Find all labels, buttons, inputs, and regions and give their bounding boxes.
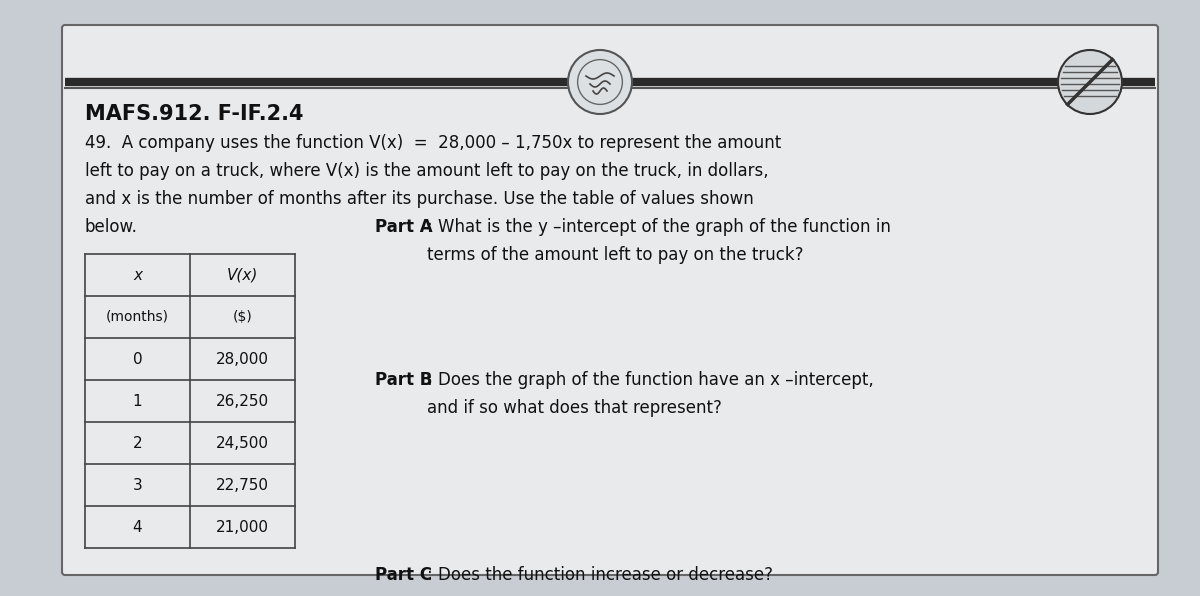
Text: 21,000: 21,000 bbox=[216, 520, 269, 535]
Text: 26,250: 26,250 bbox=[216, 393, 269, 408]
Text: 22,750: 22,750 bbox=[216, 477, 269, 492]
Text: MAFS.912. F-IF.2.4: MAFS.912. F-IF.2.4 bbox=[85, 104, 304, 124]
Text: 0: 0 bbox=[133, 352, 143, 367]
Text: Part A: Part A bbox=[374, 218, 433, 236]
Text: : What is the y –intercept of the graph of the function in: : What is the y –intercept of the graph … bbox=[427, 218, 890, 236]
Text: 49.  A company uses the function V(x)  =  28,000 – 1,750x to represent the amoun: 49. A company uses the function V(x) = 2… bbox=[85, 134, 781, 152]
FancyBboxPatch shape bbox=[62, 25, 1158, 575]
Text: below.: below. bbox=[85, 218, 138, 236]
Text: and if so what does that represent?: and if so what does that represent? bbox=[427, 399, 722, 417]
Text: 4: 4 bbox=[133, 520, 143, 535]
Text: : Does the graph of the function have an x –intercept,: : Does the graph of the function have an… bbox=[427, 371, 874, 389]
Text: V(x): V(x) bbox=[227, 268, 258, 283]
Text: 3: 3 bbox=[133, 477, 143, 492]
Text: 1: 1 bbox=[133, 393, 143, 408]
Circle shape bbox=[1058, 50, 1122, 114]
Text: : Does the function increase or decrease?: : Does the function increase or decrease… bbox=[427, 566, 773, 584]
Text: terms of the amount left to pay on the truck?: terms of the amount left to pay on the t… bbox=[427, 246, 804, 264]
Text: left to pay on a truck, where V(x) is the amount left to pay on the truck, in do: left to pay on a truck, where V(x) is th… bbox=[85, 162, 769, 180]
Text: 2: 2 bbox=[133, 436, 143, 451]
Text: Part B: Part B bbox=[374, 371, 432, 389]
Text: and x is the number of months after its purchase. Use the table of values shown: and x is the number of months after its … bbox=[85, 190, 754, 208]
Text: 28,000: 28,000 bbox=[216, 352, 269, 367]
Text: x: x bbox=[133, 268, 142, 283]
Circle shape bbox=[568, 50, 632, 114]
Text: (months): (months) bbox=[106, 310, 169, 324]
Text: ($): ($) bbox=[233, 310, 252, 324]
Text: 24,500: 24,500 bbox=[216, 436, 269, 451]
Text: Part C: Part C bbox=[374, 566, 432, 584]
